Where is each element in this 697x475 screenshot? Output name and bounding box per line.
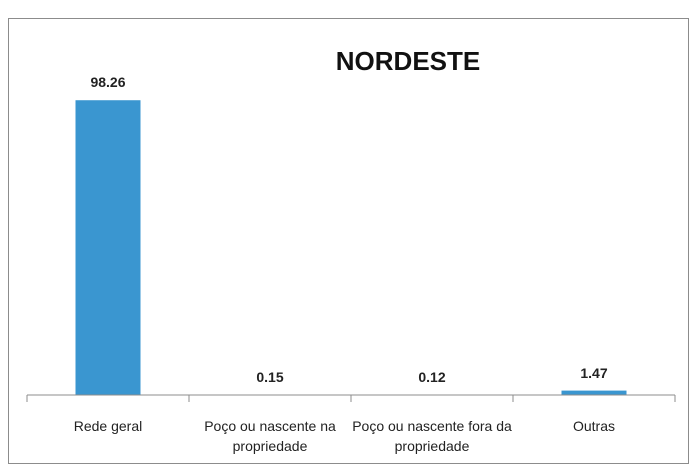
chart-title: NORDESTE	[335, 46, 481, 76]
chart-frame	[8, 18, 689, 464]
x-tick-label: Poço ou nascente fora da propriedade	[352, 418, 512, 454]
data-label: 0.12	[418, 368, 446, 385]
data-label: 0.15	[256, 368, 284, 385]
x-tick-label: Outras	[572, 418, 615, 434]
bar	[75, 100, 141, 395]
data-label: 1.47	[580, 364, 608, 381]
bar	[561, 390, 627, 395]
x-tick-label: Rede geral	[73, 418, 143, 434]
data-label: 98.26	[90, 74, 126, 91]
x-tick-label: Poço ou nascente na propriedade	[204, 418, 336, 454]
